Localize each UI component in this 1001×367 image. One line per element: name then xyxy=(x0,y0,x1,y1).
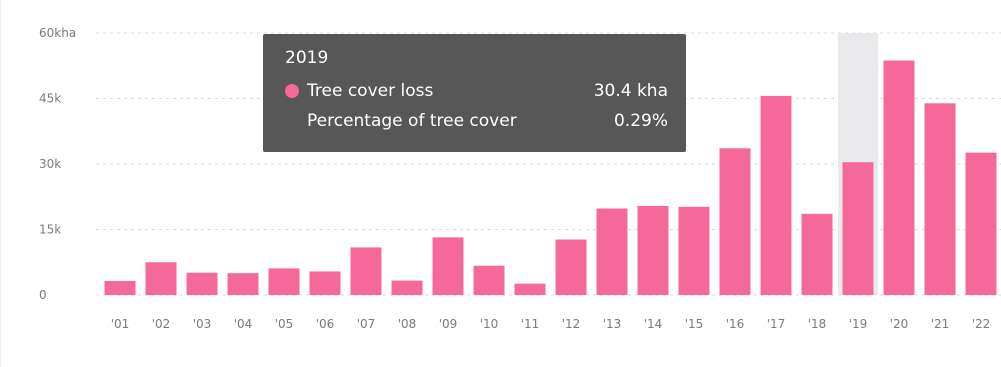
tooltip-series-value: 30.4 kha xyxy=(593,81,668,101)
x-tick-label: '12 xyxy=(562,317,581,331)
bar[interactable] xyxy=(842,162,874,295)
x-tick-label: '16 xyxy=(726,317,745,331)
x-tick-label: '06 xyxy=(316,317,335,331)
bar[interactable] xyxy=(678,206,710,295)
bar[interactable] xyxy=(719,148,751,295)
x-axis-ticks: '01 '02 '03 '04 '05 '06 '07 '08 '09 '10 '11 '12 '13 '… xyxy=(111,317,991,331)
x-tick-label: '15 xyxy=(685,317,704,331)
x-tick-label: '07 xyxy=(357,317,376,331)
x-tick-label: '14 xyxy=(644,317,663,331)
chart-tooltip: 2019 Tree cover loss 30.4 kha Percentage… xyxy=(263,34,686,152)
y-tick-label: 30k xyxy=(39,157,61,171)
bar[interactable] xyxy=(473,265,505,295)
x-tick-label: '01 xyxy=(111,317,130,331)
bar[interactable] xyxy=(596,208,628,295)
x-tick-label: '03 xyxy=(193,317,212,331)
bar[interactable] xyxy=(350,247,382,295)
x-tick-label: '19 xyxy=(849,317,868,331)
bar[interactable] xyxy=(104,281,136,295)
tooltip-percentage-row: Percentage of tree cover 0.29% xyxy=(285,106,668,136)
y-tick-label: 60kha xyxy=(39,26,76,40)
bar[interactable] xyxy=(391,280,423,295)
x-tick-label: '11 xyxy=(521,317,540,331)
x-tick-label: '02 xyxy=(152,317,171,331)
y-tick-label: 0 xyxy=(39,288,47,302)
x-tick-label: '04 xyxy=(234,317,253,331)
x-tick-label: '05 xyxy=(275,317,294,331)
tooltip-pct-value: 0.29% xyxy=(613,111,668,131)
bar[interactable] xyxy=(637,205,669,295)
x-tick-label: '08 xyxy=(398,317,417,331)
x-tick-label: '17 xyxy=(767,317,786,331)
x-tick-label: '21 xyxy=(931,317,950,331)
bar[interactable] xyxy=(186,272,218,295)
y-axis-ticks: 0 15k 30k 45k 60kha xyxy=(39,26,76,302)
bar[interactable] xyxy=(801,213,833,295)
bar[interactable] xyxy=(883,60,915,296)
series-color-dot-icon xyxy=(285,84,299,98)
bar[interactable] xyxy=(227,273,259,295)
bars[interactable] xyxy=(104,60,997,296)
x-tick-label: '09 xyxy=(439,317,458,331)
tooltip-series-label: Tree cover loss xyxy=(307,81,434,101)
x-tick-label: '13 xyxy=(603,317,622,331)
x-tick-label: '10 xyxy=(480,317,499,331)
x-tick-label: '18 xyxy=(808,317,827,331)
bar[interactable] xyxy=(965,152,997,295)
x-tick-label: '22 xyxy=(972,317,991,331)
x-tick-label: '20 xyxy=(890,317,909,331)
bar[interactable] xyxy=(309,271,341,295)
bar[interactable] xyxy=(760,95,792,295)
bar[interactable] xyxy=(432,237,464,295)
bar[interactable] xyxy=(555,239,587,295)
bar[interactable] xyxy=(514,283,546,295)
bar[interactable] xyxy=(268,268,300,295)
bar[interactable] xyxy=(145,262,177,295)
bar[interactable] xyxy=(924,103,956,295)
y-tick-label: 45k xyxy=(39,92,61,106)
y-tick-label: 15k xyxy=(39,223,61,237)
tooltip-pct-label: Percentage of tree cover xyxy=(307,111,517,131)
tooltip-year: 2019 xyxy=(285,48,329,68)
tooltip-loss-row: Tree cover loss 30.4 kha xyxy=(285,76,668,106)
